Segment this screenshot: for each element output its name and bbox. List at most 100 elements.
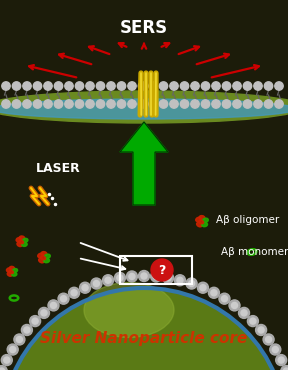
Circle shape: [114, 272, 125, 283]
Circle shape: [105, 277, 111, 283]
Circle shape: [12, 100, 21, 108]
Circle shape: [241, 310, 247, 316]
Circle shape: [86, 100, 94, 108]
Circle shape: [281, 366, 288, 370]
Circle shape: [0, 366, 7, 370]
Circle shape: [23, 100, 31, 108]
Circle shape: [177, 277, 183, 283]
Circle shape: [48, 300, 59, 311]
Circle shape: [283, 368, 288, 370]
Circle shape: [254, 82, 262, 90]
Circle shape: [163, 272, 174, 283]
Circle shape: [23, 82, 31, 90]
Bar: [120, 256, 192, 284]
Circle shape: [21, 324, 32, 336]
Circle shape: [200, 285, 206, 291]
Circle shape: [2, 288, 286, 370]
Circle shape: [2, 82, 10, 90]
Circle shape: [0, 368, 5, 370]
Circle shape: [4, 357, 10, 363]
Circle shape: [191, 100, 199, 108]
Circle shape: [191, 82, 199, 90]
Ellipse shape: [43, 258, 50, 263]
Circle shape: [107, 100, 115, 108]
Circle shape: [256, 324, 267, 336]
Circle shape: [12, 82, 21, 90]
Circle shape: [266, 336, 272, 343]
Ellipse shape: [41, 256, 46, 260]
Text: ?: ?: [158, 263, 166, 276]
Circle shape: [275, 82, 283, 90]
Circle shape: [212, 82, 220, 90]
Circle shape: [91, 278, 102, 289]
Circle shape: [211, 290, 217, 296]
Circle shape: [44, 82, 52, 90]
Circle shape: [170, 100, 178, 108]
Ellipse shape: [196, 217, 202, 222]
Circle shape: [243, 100, 252, 108]
Circle shape: [54, 100, 63, 108]
Circle shape: [258, 327, 264, 333]
Circle shape: [24, 327, 30, 333]
Ellipse shape: [44, 254, 50, 259]
Ellipse shape: [7, 272, 12, 276]
Circle shape: [41, 310, 47, 316]
Ellipse shape: [17, 242, 22, 246]
Circle shape: [65, 82, 73, 90]
Ellipse shape: [38, 253, 43, 258]
Circle shape: [165, 275, 171, 281]
Ellipse shape: [6, 268, 12, 272]
Circle shape: [250, 318, 256, 324]
Circle shape: [159, 100, 168, 108]
Circle shape: [139, 270, 149, 282]
Circle shape: [2, 100, 10, 108]
Text: SERS: SERS: [120, 19, 168, 37]
Circle shape: [128, 82, 136, 90]
Circle shape: [30, 316, 41, 327]
Circle shape: [170, 82, 178, 90]
Circle shape: [50, 302, 56, 309]
Circle shape: [117, 100, 126, 108]
Circle shape: [198, 282, 209, 293]
Circle shape: [149, 82, 157, 90]
Circle shape: [186, 278, 197, 289]
Circle shape: [243, 82, 252, 90]
Circle shape: [33, 100, 42, 108]
Circle shape: [54, 82, 63, 90]
Circle shape: [175, 275, 185, 286]
Circle shape: [60, 296, 67, 302]
Circle shape: [69, 287, 79, 298]
Circle shape: [229, 300, 240, 311]
Ellipse shape: [202, 222, 208, 227]
Ellipse shape: [202, 218, 208, 222]
Ellipse shape: [12, 272, 17, 276]
Ellipse shape: [12, 269, 18, 272]
Circle shape: [238, 307, 249, 319]
Ellipse shape: [19, 236, 25, 240]
Circle shape: [128, 100, 136, 108]
Circle shape: [39, 307, 50, 319]
Ellipse shape: [0, 91, 288, 123]
Circle shape: [141, 273, 147, 279]
Circle shape: [189, 280, 195, 286]
Circle shape: [58, 293, 69, 304]
Ellipse shape: [199, 220, 204, 224]
Circle shape: [10, 347, 16, 353]
Ellipse shape: [22, 238, 28, 242]
Circle shape: [138, 100, 147, 108]
Circle shape: [151, 259, 173, 281]
Circle shape: [96, 100, 105, 108]
Circle shape: [107, 82, 115, 90]
Text: LASER: LASER: [36, 161, 80, 175]
Circle shape: [180, 100, 189, 108]
Circle shape: [222, 100, 231, 108]
Text: Silver Nanoparticle core: Silver Nanoparticle core: [40, 330, 248, 346]
Circle shape: [264, 82, 273, 90]
Circle shape: [75, 100, 84, 108]
Ellipse shape: [0, 99, 288, 119]
Circle shape: [75, 82, 84, 90]
Circle shape: [32, 318, 38, 324]
Circle shape: [79, 282, 90, 293]
Circle shape: [247, 316, 258, 327]
Circle shape: [219, 293, 230, 304]
